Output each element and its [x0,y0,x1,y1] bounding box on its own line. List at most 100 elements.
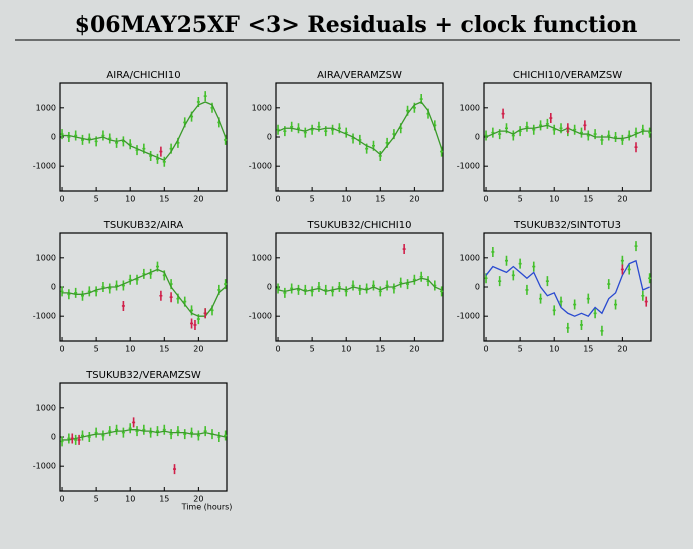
residual-point [296,123,300,134]
residual-point [579,319,583,330]
residual-point [169,292,173,303]
y-tick-label: 0 [475,283,480,292]
residual-point [77,434,81,445]
x-tick-label: 5 [94,495,99,504]
residual-point [532,124,536,135]
x-tick-label: 10 [341,345,351,354]
x-tick-label: 5 [310,345,315,354]
y-tick-label: 1000 [36,253,56,262]
residual-point [365,283,369,294]
y-tick-label: 1000 [36,403,56,412]
residual-point [566,322,570,333]
x-tick-label: 0 [483,345,488,354]
residual-point [573,124,577,135]
residual-point [573,299,577,310]
residual-point [406,279,410,290]
y-tick-label: -1000 [457,162,480,171]
x-tick-label: 15 [375,345,385,354]
residual-point [358,134,362,145]
residual-point [498,276,502,287]
panel-title: TSUKUB32/VERAMZSW [85,370,201,381]
panel-title: AIRA/VERAMZSW [317,70,402,81]
y-tick-label: -1000 [33,162,56,171]
residual-point [392,283,396,294]
x-tick-label: 0 [59,495,64,504]
residual-point [545,118,549,129]
residual-point [324,284,328,295]
residual-point [310,286,314,297]
y-tick-label: -1000 [33,462,56,471]
residual-point [276,283,280,294]
x-tick-label: 20 [409,345,419,354]
x-tick-label: 5 [310,195,315,204]
residual-point [108,283,112,294]
residual-point [176,426,180,437]
x-tick-label: 15 [159,495,169,504]
residual-point [196,430,200,441]
residual-point [60,436,64,447]
x-tick-label: 10 [549,345,559,354]
residual-point [203,308,207,319]
y-tick-label: 0 [267,283,272,292]
residual-point [60,286,64,297]
residual-point [303,127,307,138]
residual-point [532,261,536,272]
residual-point [296,284,300,295]
residual-point [586,130,590,141]
residual-point [193,319,197,330]
residual-point [518,258,522,269]
residual-point [627,130,631,141]
residual-point [504,255,508,266]
residual-point [303,284,307,295]
residual-point [135,274,139,285]
residual-point [87,133,91,144]
residual-point [155,153,159,164]
residual-point [290,283,294,294]
residual-point [344,286,348,297]
residual-point [101,430,105,441]
x-tick-label: 15 [583,195,593,204]
panel-title: AIRA/CHICHI10 [106,70,180,81]
residual-point [169,429,173,440]
residual-point [135,145,139,156]
y-tick-label: 1000 [460,103,480,112]
residual-point [290,121,294,132]
residual-point [484,130,488,141]
x-tick-label: 20 [193,195,203,204]
residual-point [283,287,287,298]
residual-point [74,130,78,141]
residual-point [614,299,618,310]
y-tick-label: 0 [475,133,480,142]
residual-point [511,270,515,281]
residual-point [641,290,645,301]
residual-point [101,282,105,292]
residual-point [586,293,590,304]
clock-function [62,268,227,317]
x-tick-label: 0 [275,345,280,354]
residual-point [620,264,624,275]
y-tick-label: 0 [51,433,56,442]
residual-point [155,426,159,437]
y-tick-label: 1000 [252,103,272,112]
residual-point [149,150,153,161]
residual-point [331,286,335,297]
residual-point [378,150,382,161]
residual-point [190,318,194,329]
residual-point [80,290,84,301]
residual-point [620,255,624,266]
residual-point [149,427,153,438]
residual-point [162,424,166,435]
residual-point [402,244,406,255]
residual-point [115,424,119,435]
residual-point [142,268,146,279]
residual-point [614,132,618,142]
x-tick-label: 10 [125,495,135,504]
y-tick-label: -1000 [249,312,272,321]
residual-point [94,286,98,297]
residual-point [607,130,611,141]
residual-point [331,124,335,135]
residual-point [70,433,74,444]
residual-point [67,289,71,300]
clock-function [62,101,227,162]
